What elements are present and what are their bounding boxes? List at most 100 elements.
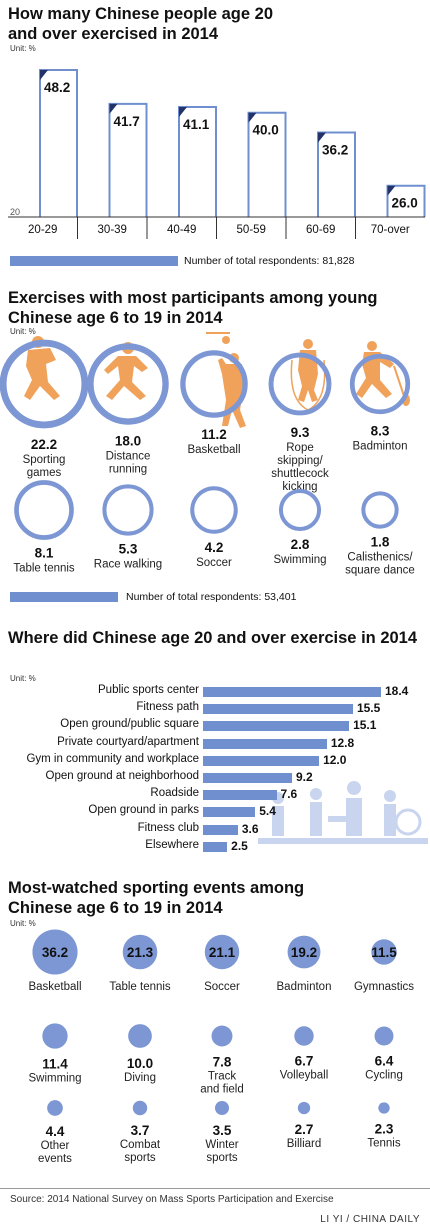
watched-value-5: 11.4 — [42, 1057, 68, 1072]
section3-unit: Unit: % — [10, 674, 36, 683]
watched-value-11: 3.7 — [131, 1123, 150, 1138]
section4-title-line1: Most-watched sporting events among — [8, 879, 305, 897]
participation-value-4: 8.3 — [371, 424, 390, 439]
participation-label-7: Soccer — [196, 557, 232, 569]
participation-value-5: 8.1 — [35, 545, 54, 560]
watched-bubble-10 — [47, 1100, 63, 1116]
watched-value-4: 11.5 — [371, 945, 397, 960]
participation-label-2: Basketball — [187, 444, 240, 456]
location-label-6: Roadside — [150, 787, 199, 800]
watched-label-6: Diving — [124, 1072, 156, 1084]
participation-label-6: Race walking — [94, 559, 162, 571]
watched-bubble-7 — [211, 1025, 233, 1047]
participation-label-5: Table tennis — [13, 562, 75, 574]
watched-label-12: Winter sports — [205, 1139, 238, 1164]
location-label-0: Public sports center — [98, 684, 199, 696]
participation-ring-8 — [278, 488, 322, 532]
section1-title: How many Chinese people age 20 and over … — [8, 4, 273, 44]
location-value-3: 12.8 — [330, 735, 355, 750]
watched-value-9: 6.4 — [375, 1053, 394, 1068]
watched-value-6: 10.0 — [127, 1056, 153, 1071]
fitness-silhouettes-icon — [258, 781, 428, 844]
age-exercise-bar-chart: 48.2 41.7 41.1 40.0 36.2 26.0 20 20-29 30-39 40-4… — [8, 69, 426, 239]
location-value-5: 9.2 — [296, 770, 313, 784]
age-bar-0 — [39, 69, 78, 217]
watched-label-4: Gymnastics — [354, 981, 414, 993]
watched-label-3: Badminton — [277, 981, 332, 993]
participation-ring-6 — [102, 484, 154, 536]
participation-value-2: 11.2 — [201, 427, 227, 442]
watched-events-bubble-chart: 36.2 Basketball 21.3 Table tennis 21.1 Soccer… — [28, 929, 414, 1165]
watched-label-7: Track and field — [200, 1070, 243, 1095]
location-bar-5 — [203, 773, 292, 783]
participation-ring-9 — [361, 491, 399, 529]
age-bar-corner-5 — [387, 185, 396, 196]
y-axis-min-label: 20 — [10, 207, 20, 217]
location-label-7: Open ground in parks — [88, 804, 199, 817]
location-label-9: Elsewhere — [145, 838, 199, 851]
location-value-7: 5.4 — [259, 804, 276, 819]
participation-label-4: Badminton — [353, 441, 408, 453]
location-bar-1 — [203, 704, 353, 715]
section1-unit: Unit: % — [10, 44, 36, 53]
watched-bubble-5 — [42, 1023, 68, 1049]
respondents-text-2: Number of total respondents: 53,401 — [126, 591, 297, 603]
watched-bubble-11 — [132, 1100, 148, 1116]
section1-title-line1: How many Chinese people age 20 — [8, 5, 273, 23]
participation-label-8: Swimming — [273, 554, 326, 566]
watched-bubble-8 — [294, 1026, 314, 1046]
location-bar-7 — [203, 807, 256, 818]
participation-ring-3 — [268, 352, 332, 416]
watched-label-13: Billiard — [287, 1138, 322, 1150]
watched-label-14: Tennis — [367, 1138, 400, 1150]
age-bar-5 — [386, 184, 426, 217]
section4-title-line2: Chinese age 6 to 19 in 2014 — [8, 899, 223, 917]
location-label-4: Gym in community and workplace — [26, 752, 199, 765]
age-bar-corner-0 — [40, 70, 48, 80]
participation-value-8: 2.8 — [291, 537, 310, 552]
watched-bubble-4 — [371, 939, 397, 965]
section2-title-line2: Chinese age 6 to 19 in 2014 — [8, 309, 223, 327]
watched-bubble-3 — [287, 935, 321, 969]
watched-value-13: 2.7 — [295, 1122, 314, 1137]
age-bar-value-4: 36.2 — [322, 143, 348, 158]
participation-value-7: 4.2 — [205, 540, 224, 555]
age-category-label-3: 50-59 — [237, 224, 266, 236]
participation-label-9: Calisthenics/square dance — [345, 552, 415, 577]
location-bar-2 — [203, 721, 350, 732]
watched-label-8: Volleyball — [280, 1070, 329, 1082]
participation-label-0: Sporting games — [23, 454, 66, 479]
watched-value-12: 3.5 — [213, 1123, 232, 1138]
age-bar-value-0: 48.2 — [44, 80, 70, 95]
watched-label-9: Cycling — [365, 1069, 403, 1081]
watched-bubble-1 — [122, 934, 158, 970]
age-bar-value-5: 26.0 — [392, 196, 418, 211]
section1-title-line2: and over exercised in 2014 — [8, 25, 219, 43]
watched-bubble-13 — [297, 1101, 311, 1115]
section2-title-line1: Exercises with most participants among y… — [8, 289, 378, 307]
watched-bubble-12 — [214, 1100, 230, 1116]
respondents-text-1: Number of total respondents: 81,828 — [184, 255, 355, 267]
age-bar-value-1: 41.7 — [114, 114, 140, 129]
watched-label-1: Table tennis — [109, 981, 171, 993]
location-label-1: Fitness path — [136, 701, 199, 714]
age-bar-value-2: 41.1 — [183, 117, 210, 132]
location-bar-4 — [203, 755, 320, 766]
participation-ring-2 — [180, 350, 248, 418]
watched-value-3: 19.2 — [291, 945, 317, 960]
respondents-bar-2 — [10, 592, 118, 602]
watched-label-5: Swimming — [28, 1073, 81, 1085]
watched-value-2: 21.1 — [209, 945, 236, 960]
age-category-label-4: 60-69 — [306, 224, 335, 236]
watched-label-11: Combat sports — [120, 1139, 161, 1164]
location-bar-6 — [203, 790, 277, 801]
age-category-label-1: 30-39 — [98, 224, 127, 236]
location-value-6: 7.6 — [280, 787, 298, 802]
location-bar-3 — [203, 738, 327, 749]
watched-bubble-9 — [374, 1026, 394, 1046]
footer-divider — [0, 1188, 430, 1189]
section4-title: Most-watched sporting events among Chine… — [8, 878, 304, 918]
age-bar-1 — [108, 102, 148, 217]
watched-value-10: 4.4 — [46, 1124, 65, 1139]
participation-ring-1 — [87, 343, 169, 425]
